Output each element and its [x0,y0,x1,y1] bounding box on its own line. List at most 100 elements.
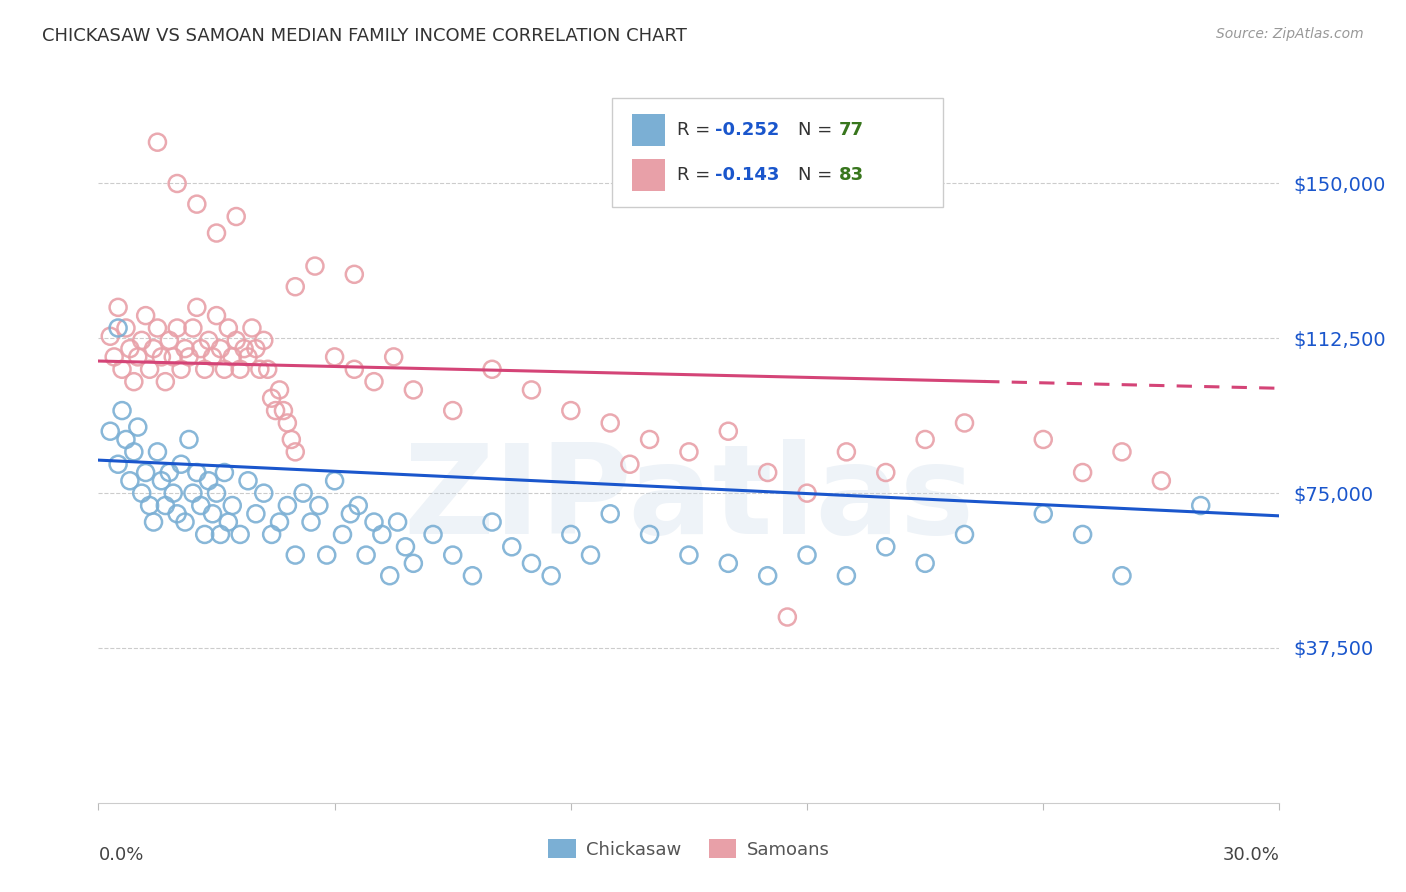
Point [170,457,193,471]
Point [138,362,160,376]
Point [253,486,276,500]
Point [481,362,503,376]
Point [304,259,326,273]
Point [236,350,259,364]
Point [520,557,543,571]
Point [236,474,259,488]
Point [190,342,212,356]
Point [914,557,936,571]
Point [284,279,307,293]
Point [111,362,134,376]
FancyBboxPatch shape [633,114,665,146]
Point [717,557,740,571]
Point [269,383,291,397]
Point [146,321,169,335]
Point [422,527,444,541]
Point [339,507,361,521]
Text: 83: 83 [839,166,865,184]
Text: 30.0%: 30.0% [1223,847,1279,864]
Point [127,420,149,434]
Point [174,515,197,529]
Point [402,557,425,571]
Point [835,445,858,459]
Point [186,466,208,480]
Point [162,486,184,500]
Text: 77: 77 [839,121,863,139]
Point [155,375,177,389]
Point [150,474,173,488]
Point [1111,445,1133,459]
Point [142,342,165,356]
Point [253,334,276,348]
Text: -0.252: -0.252 [714,121,779,139]
Point [315,548,337,562]
Point [107,301,129,315]
Y-axis label: Median Family Income: Median Family Income [0,341,8,542]
Point [217,321,239,335]
Point [402,383,425,397]
Point [599,416,621,430]
Point [1071,527,1094,541]
Point [441,403,464,417]
Point [157,334,180,348]
Point [796,548,818,562]
Point [354,548,377,562]
Text: N =: N = [797,121,838,139]
Point [135,466,157,480]
Point [953,527,976,541]
Point [387,515,409,529]
Text: -0.143: -0.143 [714,166,779,184]
Point [205,226,228,240]
Point [181,486,204,500]
Point [146,135,169,149]
Point [1032,507,1054,521]
Point [276,499,298,513]
Point [233,342,256,356]
Point [953,416,976,430]
Point [835,568,858,582]
Point [1189,499,1212,513]
Point [284,445,307,459]
Point [214,466,236,480]
Text: N =: N = [797,166,838,184]
Point [363,375,385,389]
Point [177,350,200,364]
Point [98,329,121,343]
Point [107,321,129,335]
Point [371,527,394,541]
Point [343,268,366,282]
Point [162,350,184,364]
Point [221,499,243,513]
Point [461,568,484,582]
Point [115,433,138,447]
Point [209,527,232,541]
Point [276,416,298,430]
Point [122,445,145,459]
Point [619,457,641,471]
Point [118,474,141,488]
Point [201,507,224,521]
Point [579,548,602,562]
Point [201,350,224,364]
Point [122,375,145,389]
Point [560,403,582,417]
Text: R =: R = [678,121,716,139]
Point [292,486,315,500]
Point [194,527,217,541]
Point [796,486,818,500]
Point [756,466,779,480]
Point [332,527,354,541]
Point [103,350,125,364]
Point [177,433,200,447]
Point [127,350,149,364]
Point [441,548,464,562]
Point [181,321,204,335]
Point [197,334,219,348]
Point [343,362,366,376]
FancyBboxPatch shape [612,98,943,207]
Point [382,350,405,364]
Point [166,507,188,521]
Point [225,334,247,348]
Point [166,177,188,191]
Point [186,301,208,315]
